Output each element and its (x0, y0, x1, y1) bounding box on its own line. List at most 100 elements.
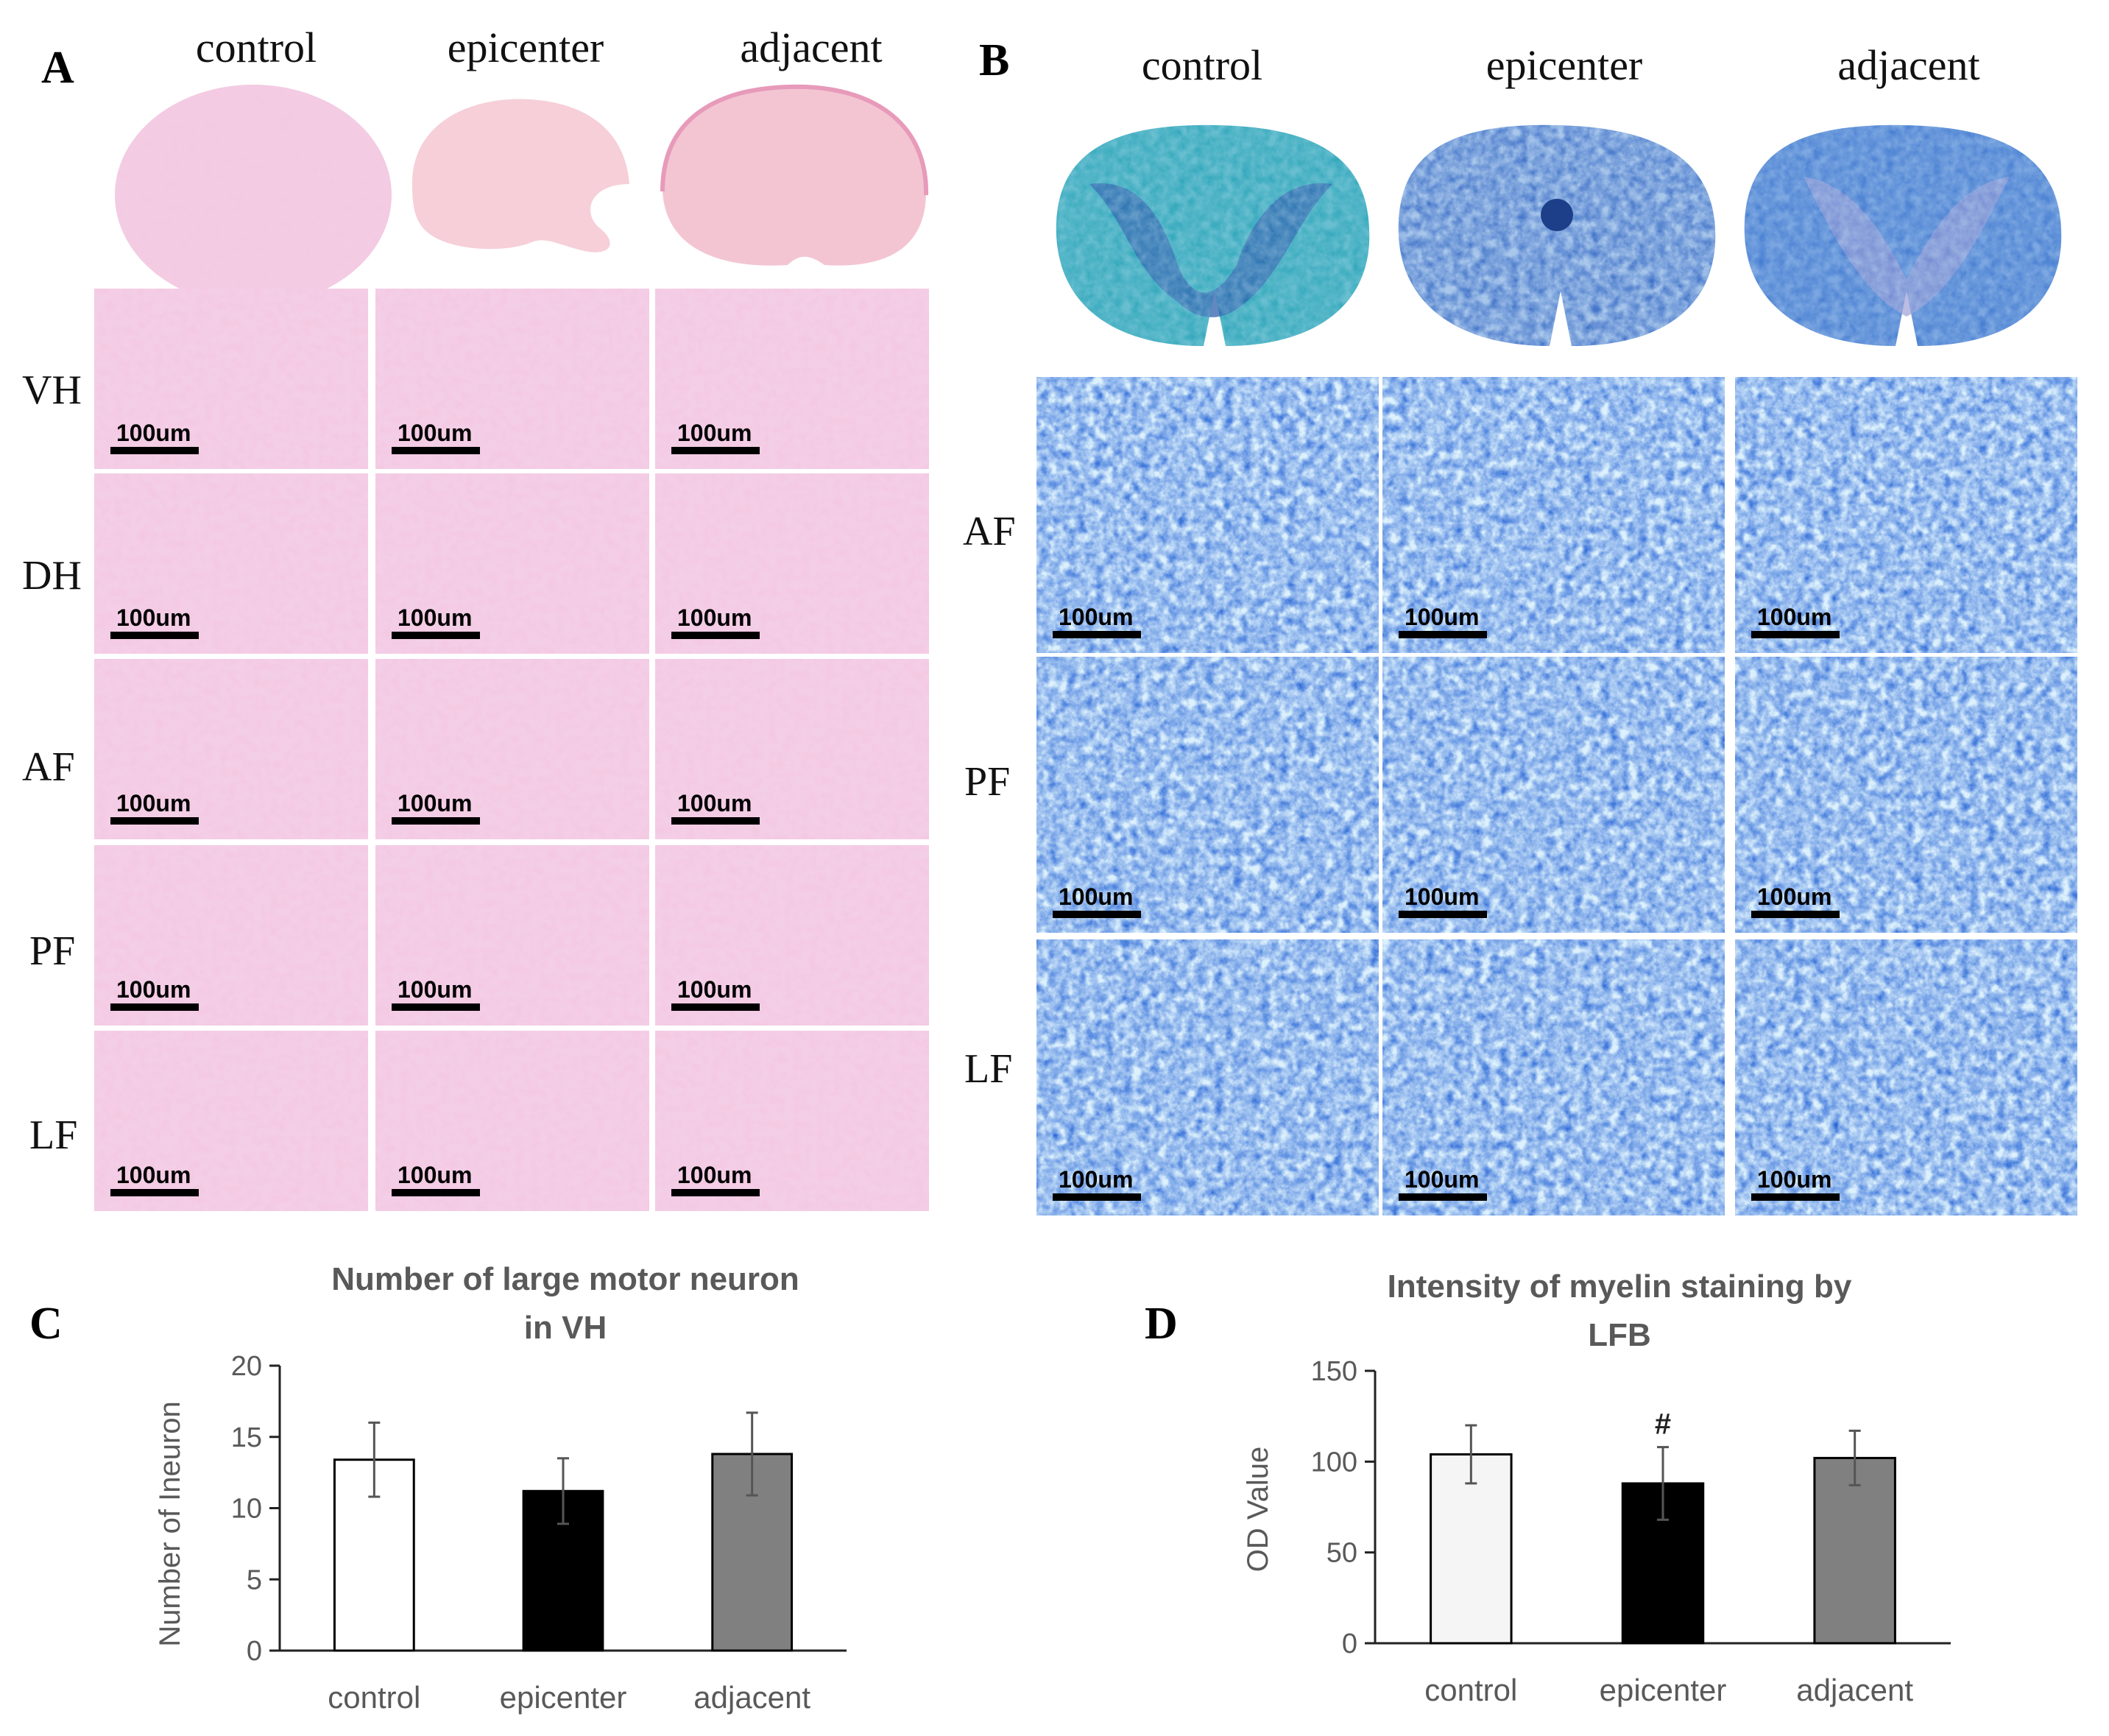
panel-b-overview-epicenter (1398, 124, 1716, 347)
category-label-control: control (1424, 1673, 1517, 1707)
panel-a-row-af: AF (22, 744, 75, 790)
scale-bar (392, 817, 480, 825)
scale-bar-label: 100um (398, 790, 472, 816)
panel_b-tile-pf-adjacent: 100um (1735, 657, 2077, 933)
y-tick-label: 100 (1311, 1447, 1357, 1478)
panel_a-tile-dh-epicenter: 100um (375, 473, 649, 654)
chart-c-title-line1: Number of large motor neuron (331, 1261, 799, 1297)
panel-d-letter: D (1145, 1299, 1178, 1349)
scale-bar (110, 817, 199, 825)
scale-bar (1053, 911, 1141, 918)
panel_b-tile-pf-control: 100um (1036, 657, 1379, 933)
bar-epicenter (522, 1489, 604, 1652)
scale-bar-label: 100um (677, 976, 752, 1003)
chart-d-ylabel: OD Value (1242, 1447, 1274, 1572)
panel_a-tile-pf-epicenter: 100um (375, 845, 649, 1026)
panel-a: A control epicenter adjacent VH DH AF PF… (22, 24, 929, 1211)
panel_a-tile-lf-epicenter: 100um (375, 1031, 649, 1211)
panel_a-tile-dh-control: 100um (94, 473, 368, 654)
scale-bar-label: 100um (677, 790, 752, 816)
scale-bar (671, 1003, 760, 1011)
panel-a-row-vh: VH (22, 367, 82, 413)
y-tick-label: 5 (247, 1564, 262, 1595)
scale-bar-label: 100um (398, 976, 472, 1003)
scale-bar (1751, 1193, 1840, 1201)
panel_b-tile-lf-adjacent: 100um (1735, 939, 2077, 1215)
y-tick-label: 20 (231, 1351, 262, 1382)
chart-c-ylabel: Number of Ineuron (154, 1401, 186, 1647)
panel_b-tile-lf-control: 100um (1036, 939, 1379, 1215)
panel-a-grid: 100um 100um 100um 100um 100um 100um 100um 100um… (94, 289, 929, 1211)
scale-bar-label: 100um (116, 976, 191, 1003)
panel_a-tile-af-adjacent: 100um (655, 659, 929, 839)
panel_b-tile-lf-epicenter: 100um (1382, 939, 1725, 1215)
scale-bar-label: 100um (1757, 604, 1831, 630)
panel_b-tile-pf-epicenter: 100um (1382, 657, 1725, 933)
chart-c: 0 5 10 15 20 control epicenter adjacent (231, 1351, 847, 1715)
scale-bar-label: 100um (1405, 1166, 1479, 1193)
scale-bar-label: 100um (1059, 604, 1133, 630)
panel-b-col-epicenter: epicenter (1486, 41, 1643, 89)
scale-bar (392, 1189, 480, 1196)
bar-control (1430, 1453, 1513, 1645)
category-label-adjacent: adjacent (1796, 1673, 1913, 1707)
panel-a-row-lf: LF (29, 1112, 77, 1158)
scale-bar-label: 100um (1405, 883, 1479, 910)
scale-bar (1751, 631, 1840, 638)
panel-b-letter: B (979, 35, 1009, 85)
chart-c-title-line2: in VH (524, 1310, 607, 1346)
scale-bar-label: 100um (1757, 1166, 1831, 1193)
panel_b-tile-af-epicenter: 100um (1382, 377, 1725, 653)
panel-a-overview-control (115, 85, 392, 306)
scale-bar (1053, 1193, 1141, 1201)
y-tick-label: 0 (1342, 1629, 1357, 1659)
y-tick-label: 150 (1311, 1356, 1357, 1387)
scale-bar (110, 1003, 199, 1011)
panel-b: B control epicenter adjacent AF PF LF 10… (963, 35, 2077, 1215)
y-tick-label: 15 (231, 1422, 262, 1453)
panel-b-col-adjacent: adjacent (1837, 41, 1979, 89)
panel-a-col-control: control (196, 24, 317, 71)
category-label-adjacent: adjacent (693, 1680, 810, 1715)
panel-a-row-pf: PF (29, 928, 75, 974)
panel-a-overview-epicenter (412, 99, 629, 253)
scale-bar-label: 100um (116, 604, 191, 631)
panel_a-tile-vh-control: 100um (94, 289, 368, 469)
scale-bar (392, 632, 480, 639)
scale-bar-label: 100um (677, 420, 752, 446)
scale-bar-label: 100um (398, 604, 472, 631)
panel-a-letter: A (41, 43, 74, 93)
panel_a-tile-af-control: 100um (94, 659, 368, 839)
panel-b-row-pf: PF (964, 759, 1010, 805)
scale-bar (392, 1003, 480, 1011)
scale-bar (1399, 911, 1487, 918)
scale-bar-label: 100um (1059, 883, 1133, 910)
panel-b-row-af: AF (963, 509, 1016, 554)
chart-d-title-line1: Intensity of myelin staining by (1388, 1269, 1852, 1305)
scale-bar-label: 100um (398, 1162, 472, 1188)
scale-bar-label: 100um (1405, 604, 1479, 630)
scale-bar-label: 100um (116, 420, 191, 446)
panel-a-col-adjacent: adjacent (740, 24, 882, 71)
panel_a-tile-vh-adjacent: 100um (655, 289, 929, 469)
scale-bar-label: 100um (677, 604, 752, 631)
y-tick-label: 0 (247, 1636, 262, 1667)
scale-bar (110, 1189, 199, 1196)
scale-bar-label: 100um (677, 1162, 752, 1188)
scale-bar-label: 100um (398, 420, 472, 446)
scale-bar (392, 447, 480, 454)
scale-bar-label: 100um (116, 1162, 191, 1188)
panel_a-tile-vh-epicenter: 100um (375, 289, 649, 469)
category-label-epicenter: epicenter (500, 1680, 627, 1715)
scale-bar (110, 447, 199, 454)
scale-bar-label: 100um (116, 790, 191, 816)
panel_a-tile-pf-adjacent: 100um (655, 845, 929, 1026)
scale-bar (1399, 1193, 1487, 1201)
category-label-control: control (328, 1680, 420, 1715)
y-tick-label: 50 (1326, 1538, 1357, 1569)
y-tick-label: 10 (231, 1494, 262, 1525)
panel-c: C Number of large motor neuron in VH Num… (29, 1261, 847, 1715)
scale-bar-label: 100um (1757, 883, 1831, 910)
panel-c-letter: C (29, 1299, 63, 1349)
